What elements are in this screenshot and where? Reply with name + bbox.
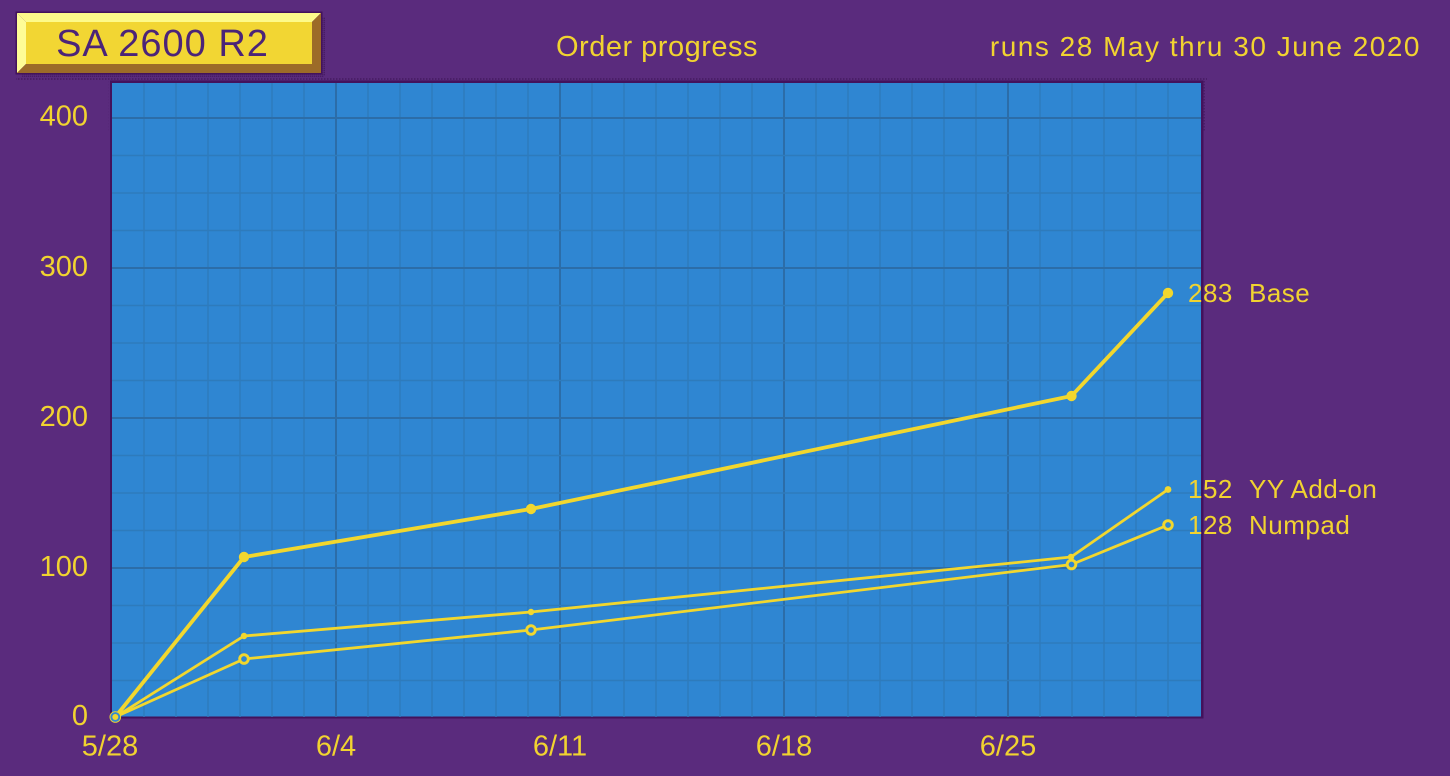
svg-text:Order progress: Order progress: [556, 31, 758, 63]
svg-text:200: 200: [40, 401, 88, 433]
svg-text:6/18: 6/18: [756, 731, 812, 763]
svg-text:128: 128: [1188, 510, 1233, 540]
svg-text:SA 2600 R2: SA 2600 R2: [56, 23, 269, 65]
svg-text:152: 152: [1188, 474, 1233, 504]
svg-text:YY Add-on: YY Add-on: [1249, 474, 1377, 504]
svg-text:5/28: 5/28: [82, 731, 138, 763]
svg-text:300: 300: [40, 251, 88, 283]
svg-text:6/4: 6/4: [316, 731, 356, 763]
svg-text:Base: Base: [1249, 278, 1310, 308]
svg-text:runs 28 May thru 30 June 2020: runs 28 May thru 30 June 2020: [990, 31, 1421, 62]
svg-text:6/11: 6/11: [533, 731, 587, 763]
svg-text:100: 100: [40, 551, 88, 583]
svg-text:283: 283: [1188, 278, 1233, 308]
svg-text:0: 0: [72, 700, 88, 732]
svg-text:Numpad: Numpad: [1249, 510, 1350, 540]
svg-text:400: 400: [40, 101, 88, 133]
svg-text:6/25: 6/25: [980, 731, 1036, 763]
